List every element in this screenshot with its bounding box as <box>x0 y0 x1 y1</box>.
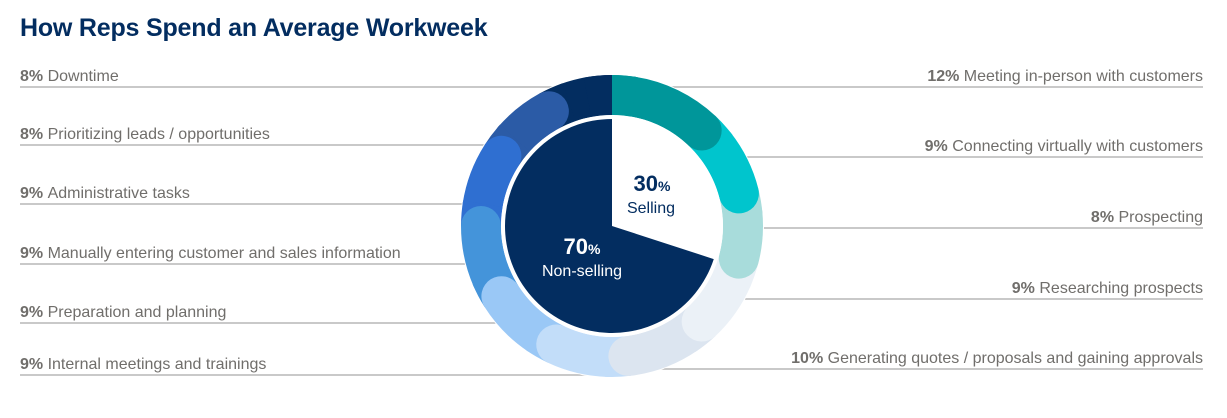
ring-segment <box>608 314 707 376</box>
legend-text: Downtime <box>48 68 119 85</box>
chart-title: How Reps Spend an Average Workweek <box>20 14 488 42</box>
pie-slice-non-selling <box>505 119 714 333</box>
pie-slice-selling <box>612 119 719 260</box>
legend-label: 12% Meeting in-person with customers <box>927 68 1203 85</box>
legend-value: 9% <box>925 138 953 155</box>
legend-label: 9% Connecting virtually with customers <box>925 138 1203 155</box>
legend-value: 12% <box>927 68 963 85</box>
ring-segment-start <box>611 75 638 117</box>
legend-text: Generating quotes / proposals and gainin… <box>828 350 1203 367</box>
legend-label: 8% Prospecting <box>1091 209 1203 226</box>
legend-text: Connecting virtually with customers <box>952 138 1203 155</box>
legend-label: 10% Generating quotes / proposals and ga… <box>791 350 1203 367</box>
ring-segment <box>681 257 753 342</box>
ring-segments <box>461 75 763 377</box>
legend-text: Administrative tasks <box>48 185 190 202</box>
legend-value: 9% <box>1012 280 1040 297</box>
ring-segment <box>718 193 763 279</box>
legend-label: 9% Manually entering customer and sales … <box>20 245 401 262</box>
pie-value: 70% <box>564 234 601 259</box>
ring-segment <box>695 125 759 214</box>
ring-segment <box>461 206 513 299</box>
legend-label: 9% Administrative tasks <box>20 185 190 202</box>
pie-label: Non-selling <box>542 263 622 280</box>
legend-value: 9% <box>20 304 48 321</box>
legend-value: 8% <box>1091 209 1119 226</box>
ring-segment <box>611 76 722 151</box>
legend-value: 8% <box>20 68 48 85</box>
pie-value: 30% <box>634 171 671 196</box>
legend-text: Researching prospects <box>1039 280 1203 297</box>
legend-label: 9% Researching prospects <box>1012 280 1203 297</box>
legend-text: Manually entering customer and sales inf… <box>48 245 401 262</box>
legend-text: Internal meetings and trainings <box>48 356 267 373</box>
legend-label: 8% Downtime <box>20 68 119 85</box>
legend-text: Meeting in-person with customers <box>964 68 1203 85</box>
ring-segment <box>493 91 569 160</box>
ring-segment <box>481 276 559 355</box>
pie-label: Selling <box>627 200 675 217</box>
ring-segment-end <box>583 75 613 118</box>
legend-text: Prioritizing leads / opportunities <box>48 126 270 143</box>
ring-segment <box>536 324 629 377</box>
legend-text: Prospecting <box>1119 209 1204 226</box>
legend-label: 8% Prioritizing leads / opportunities <box>20 126 270 143</box>
legend-value: 10% <box>791 350 827 367</box>
legend-value: 9% <box>20 245 48 262</box>
legend-value: 9% <box>20 185 48 202</box>
legend-label: 9% Preparation and planning <box>20 304 226 321</box>
legend-value: 9% <box>20 356 48 373</box>
legend-value: 8% <box>20 126 48 143</box>
legend-label: 9% Internal meetings and trainings <box>20 356 266 373</box>
ring-segment <box>462 135 522 227</box>
legend-text: Preparation and planning <box>48 304 227 321</box>
